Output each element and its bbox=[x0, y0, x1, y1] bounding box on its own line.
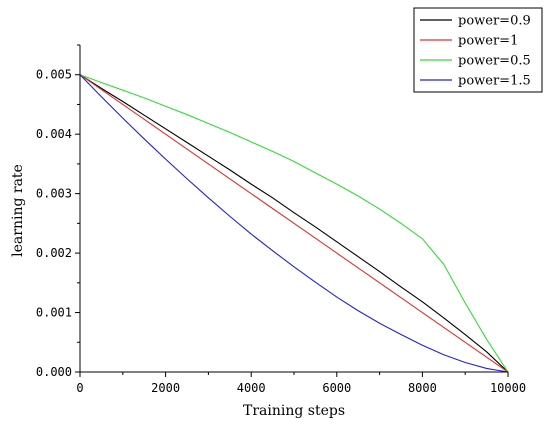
axes bbox=[79, 45, 508, 373]
legend-box bbox=[413, 7, 543, 93]
x-tick-label: 8000 bbox=[408, 381, 437, 395]
y-tick-label: 0.002 bbox=[36, 246, 72, 260]
y-tick-label: 0.000 bbox=[36, 365, 72, 379]
ticks bbox=[75, 44, 509, 377]
legend-label: power=1.5 bbox=[458, 74, 531, 89]
tick-labels: 0 2000 4000 6000 8000 10000 0.000 0.001 0.002 0.0… bbox=[36, 68, 526, 395]
legend-label: power=1 bbox=[458, 34, 518, 49]
y-tick-label: 0.005 bbox=[36, 68, 72, 82]
x-tick-label: 6000 bbox=[322, 381, 351, 395]
x-axis-title: Training steps bbox=[243, 403, 345, 419]
x-tick-label: 4000 bbox=[237, 381, 266, 395]
y-tick-label: 0.001 bbox=[36, 306, 72, 320]
y-tick-label: 0.003 bbox=[36, 187, 72, 201]
x-tick-label: 0 bbox=[76, 381, 83, 395]
x-tick-label: 10000 bbox=[490, 381, 526, 395]
plot-lines bbox=[79, 74, 509, 373]
y-tick-label: 0.004 bbox=[36, 127, 72, 141]
series-line-4 bbox=[79, 74, 509, 373]
legend: power=0.9 power=1 power=0.5 power=1.5 bbox=[413, 7, 543, 93]
series-line-1 bbox=[79, 74, 509, 373]
x-tick-label: 2000 bbox=[151, 381, 180, 395]
series-line-3 bbox=[79, 74, 509, 373]
series-line-2 bbox=[79, 74, 509, 373]
legend-label: power=0.9 bbox=[458, 14, 531, 29]
legend-label: power=0.5 bbox=[458, 54, 531, 69]
y-axis-title: learning rate bbox=[10, 164, 26, 257]
